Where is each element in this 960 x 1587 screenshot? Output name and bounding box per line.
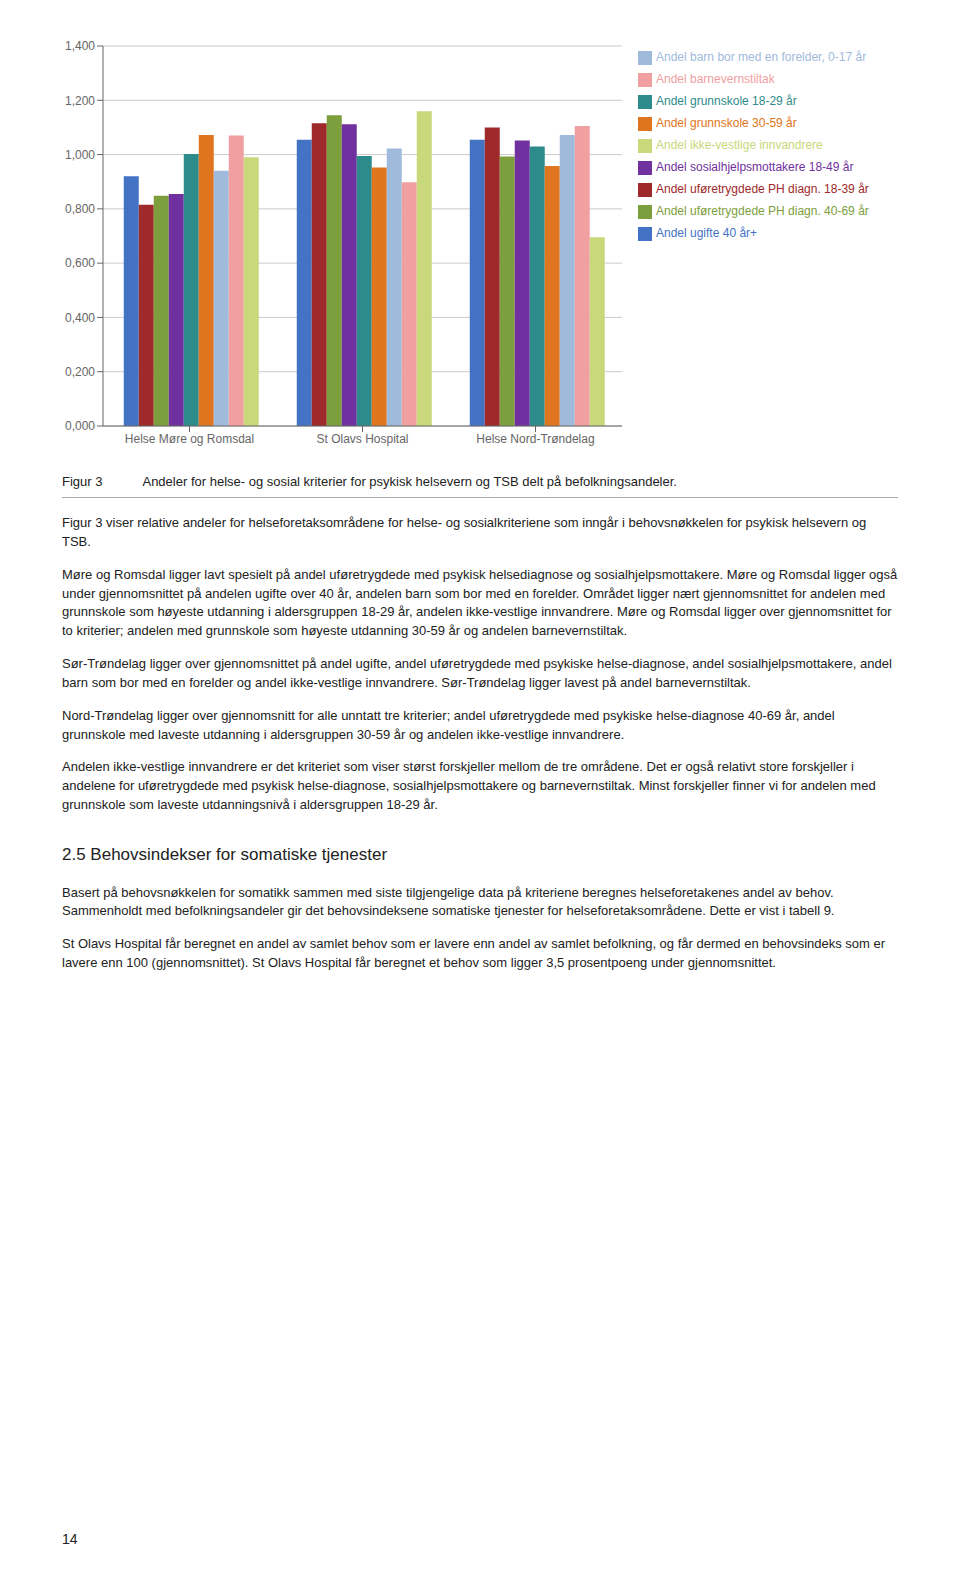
svg-text:Helse Nord-Trøndelag: Helse Nord-Trøndelag — [476, 432, 594, 446]
svg-text:0,600: 0,600 — [65, 256, 95, 270]
svg-text:0,000: 0,000 — [65, 419, 95, 433]
svg-text:1,200: 1,200 — [65, 94, 95, 108]
html-text:Figur 3: Figur 3 — [62, 474, 103, 489]
html-text:2.5 Behovsindekser for somatis: 2.5 Behovsindekser for somatiske tjenest… — [62, 845, 388, 864]
html-text:Figur 3 viser relative andeler: Figur 3 viser relative andeler for helse… — [62, 515, 867, 549]
html-text:Basert på behovsnøkkelen for s: Basert på behovsnøkkelen for somatikk sa… — [62, 884, 835, 919]
html-text:Andel sosialhjelpsmottakere 18: Andel sosialhjelpsmottakere 18-49 år — [656, 160, 854, 174]
html-text:Møre og Romsdal ligger lavt sp: Møre og Romsdal ligger lavt spesielt på … — [62, 566, 898, 639]
svg-text:0,400: 0,400 — [65, 311, 95, 325]
svg-text:1,400: 1,400 — [65, 39, 95, 53]
svg-text:Helse Møre og Romsdal: Helse Møre og Romsdal — [125, 432, 254, 446]
html-text:Andeler for helse- og sosial k: Andeler for helse- og sosial kriterier f… — [142, 474, 677, 489]
html-text:Andel grunnskole 30-59 år: Andel grunnskole 30-59 år — [656, 116, 797, 130]
html-text:Andel uføretrygdede PH diagn.: Andel uføretrygdede PH diagn. 18-39 år — [656, 182, 869, 196]
html-text:St Olavs Hospital får beregnet: St Olavs Hospital får beregnet en andel … — [62, 936, 886, 971]
svg-text:0,800: 0,800 — [65, 202, 95, 216]
html-text:Nord-Trøndelag ligger over gje: Nord-Trøndelag ligger over gjennomsnitt … — [62, 707, 835, 742]
html-text:14: 14 — [62, 1531, 78, 1547]
html-text:Andel ugifte 40 år+: Andel ugifte 40 år+ — [656, 226, 758, 240]
svg-text:1,000: 1,000 — [65, 148, 95, 162]
html-text:Andel barn bor med en forelder: Andel barn bor med en forelder, 0-17 år — [656, 50, 867, 64]
svg-text:0,200: 0,200 — [65, 365, 95, 379]
html-text:Andel ikke-vestlige innvandrer: Andel ikke-vestlige innvandrere — [656, 138, 823, 152]
html-text:Andel barnevernstiltak: Andel barnevernstiltak — [656, 72, 775, 86]
html-text:Sør-Trøndelag ligger over gjen: Sør-Trøndelag ligger over gjennomsnittet… — [62, 656, 892, 690]
html-text:Andel uføretrygdede PH diagn.: Andel uføretrygdede PH diagn. 40-69 år — [656, 204, 869, 218]
html-text:Andel grunnskole 18-29 år: Andel grunnskole 18-29 år — [656, 94, 797, 108]
svg-text:St Olavs Hospital: St Olavs Hospital — [316, 432, 408, 446]
html-text:Andelen ikke-vestlige innvandr: Andelen ikke-vestlige innvandrere er det… — [62, 759, 876, 813]
